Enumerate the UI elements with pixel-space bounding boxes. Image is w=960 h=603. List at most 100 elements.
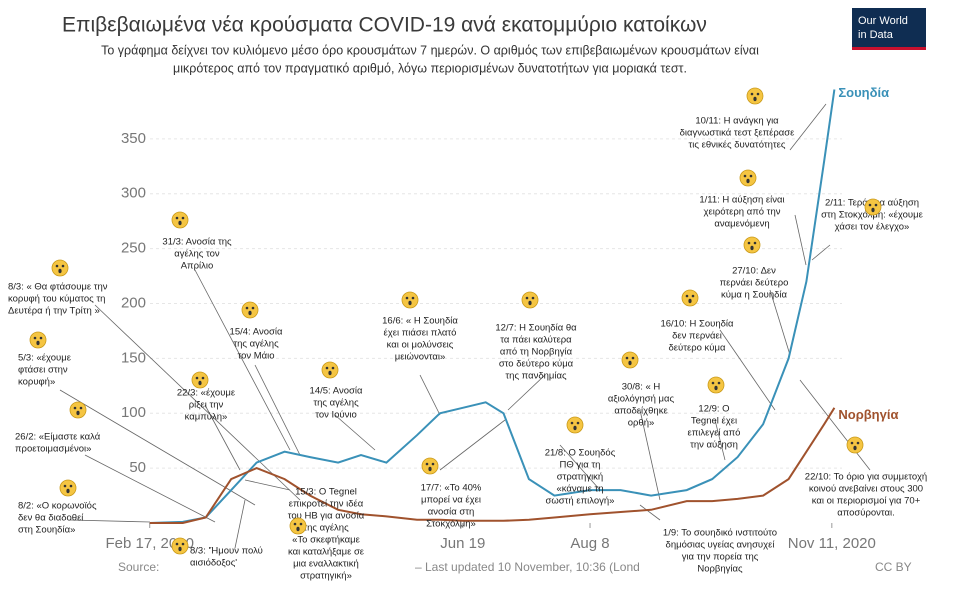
annotation-text: δεύτερο κύμα — [669, 343, 726, 354]
annotation-text: δεν περνάει — [672, 331, 722, 342]
annotation-text: 12/9: Ο — [698, 404, 729, 415]
icon-mouth — [688, 298, 692, 304]
annotation-text: 27/10: Δεν — [732, 266, 776, 277]
series-line — [149, 89, 836, 524]
annotation-text: και οι μολύνσεις — [387, 340, 454, 351]
annotation-text: 16/10: Η Σουηδία — [660, 319, 734, 330]
icon — [743, 236, 761, 254]
x-tick-label: Nov 11, 2020 — [788, 535, 876, 552]
x-tick-label: Jun 19 — [440, 535, 485, 552]
annotation-text: της πανδημίας — [505, 371, 567, 382]
logo-stripe — [852, 47, 926, 50]
icon-eye — [691, 294, 695, 298]
icon-eye — [756, 92, 760, 96]
y-tick-label: 50 — [129, 459, 146, 476]
annotation-text: προετοιμασμένοι» — [15, 444, 91, 455]
icon-eye — [856, 441, 860, 445]
annotation-text: για την πορεία της — [682, 552, 759, 563]
annotation-leader — [204, 404, 241, 471]
annotation-leader — [794, 214, 807, 266]
annotation-leader — [769, 289, 791, 356]
icon — [746, 87, 764, 105]
icon — [846, 436, 864, 454]
annotation-text: μειώνονται» — [395, 352, 446, 363]
annotation-text: 8/3: « Θα φτάσουμε την — [8, 282, 108, 293]
annotation-text: Απρίλιο — [181, 261, 214, 272]
annotation-leader — [59, 389, 256, 506]
annotation-text: 22/3: «έχουμε — [177, 388, 236, 399]
annotation-text: δεν θα διαδοθεί — [18, 513, 84, 524]
icon-eye — [750, 92, 754, 96]
icon-eye — [181, 216, 185, 220]
series-label: Νορβηγία — [838, 407, 898, 422]
annotation-text: ορθή» — [628, 418, 655, 429]
icon — [621, 351, 639, 369]
annotation-text: αναμενόμενη — [714, 219, 769, 230]
annotation-text: στη Σουηδία» — [18, 525, 75, 536]
annotation-text: 10/11: Η ανάγκη για — [695, 116, 779, 127]
annotation-text: επικροτεί την ιδέα — [289, 499, 364, 510]
annotation-leader — [799, 379, 871, 471]
icon-eye — [576, 421, 580, 425]
annotation-text: της αγέλης — [303, 523, 349, 534]
updated: – Last updated 10 November, 10:36 (Lond — [415, 560, 640, 574]
annotation-text: ρίξει την — [189, 400, 224, 411]
y-tick-label: 250 — [121, 240, 146, 257]
icon-eye — [531, 296, 535, 300]
annotation-text: χάσει τον έλεγχο» — [835, 222, 910, 233]
annotation-text: 30/8: « Η — [622, 382, 661, 393]
icon — [191, 371, 209, 389]
icon-mouth — [573, 425, 577, 431]
icon-mouth — [428, 466, 432, 472]
annotation-text: την αύξηση — [690, 440, 738, 451]
icon-eye — [245, 306, 249, 310]
annotation-text: της αγέλης — [313, 398, 359, 409]
icon-eye — [61, 264, 65, 268]
icon-eye — [55, 264, 59, 268]
chart-subtitle: Το γράφημα δείχνει τον κυλιόμενο μέσο όρ… — [101, 43, 759, 57]
annotation-text: δημόσιας υγείας ανησυχεί — [666, 540, 776, 551]
annotation-leader — [811, 244, 831, 261]
icon-mouth — [58, 268, 62, 274]
annotation-text: στο δεύτερο κύμα — [499, 359, 574, 370]
annotation-text: αποσύρονται. — [837, 508, 895, 519]
annotation-leader — [789, 103, 827, 151]
icon-eye — [850, 441, 854, 445]
annotation-text: 26/2: «Είμαστε καλά — [15, 432, 101, 443]
icon-eye — [251, 306, 255, 310]
annotation-text: 15/3: Ο Tegnel — [295, 487, 357, 498]
icon-eye — [570, 421, 574, 425]
y-tick-label: 300 — [121, 185, 146, 202]
y-tick-label: 350 — [121, 130, 146, 147]
icon — [289, 517, 307, 535]
icon-mouth — [248, 310, 252, 316]
annotation-leader — [639, 409, 661, 501]
icon-eye — [79, 406, 83, 410]
icon-mouth — [528, 300, 532, 306]
icon-eye — [868, 203, 872, 207]
logo-text: in Data — [858, 29, 894, 41]
icon-eye — [299, 522, 303, 526]
icon — [51, 259, 69, 277]
annotation-text: 1/11: Η αύξηση είναι — [699, 195, 784, 206]
annotation-text: αισιόδοξος' — [190, 558, 237, 569]
license: CC BY — [875, 560, 912, 574]
icon-eye — [181, 542, 185, 546]
annotation-leader — [254, 364, 301, 456]
annotation-text: ΠΘ για τη — [560, 460, 601, 471]
icon-mouth — [753, 96, 757, 102]
icon-mouth — [296, 526, 300, 532]
annotation-text: καμπύλη» — [185, 412, 228, 423]
icon-mouth — [178, 546, 182, 552]
annotation-text: κορυφή του κύματος τη — [8, 294, 105, 305]
annotation-text: σωστή επιλογή» — [546, 496, 615, 507]
chart-title: Επιβεβαιωμένα νέα κρούσματα COVID-19 ανά… — [62, 14, 707, 37]
icon-eye — [331, 366, 335, 370]
annotation-text: «κάναμε τη — [556, 484, 603, 495]
icon-eye — [625, 356, 629, 360]
annotation-text: «Το σκεφτήκαμε — [292, 535, 360, 546]
series-line — [149, 407, 836, 524]
annotation-text: μπορεί να έχει — [421, 495, 481, 506]
icon — [739, 169, 757, 187]
